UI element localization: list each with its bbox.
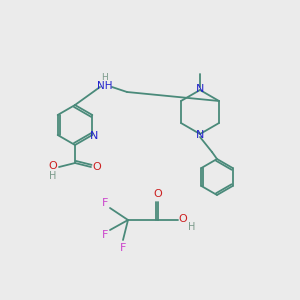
Text: NH: NH [97, 81, 113, 91]
Text: H: H [49, 171, 57, 181]
Text: H: H [100, 74, 107, 82]
Text: N: N [90, 131, 98, 141]
Text: H: H [188, 222, 196, 232]
Text: N: N [196, 130, 204, 140]
Text: N: N [196, 84, 204, 94]
Text: O: O [93, 162, 101, 172]
Text: O: O [49, 161, 57, 171]
Text: O: O [154, 189, 162, 199]
Text: F: F [120, 243, 126, 253]
Text: F: F [102, 230, 108, 240]
Text: O: O [178, 214, 188, 224]
Text: F: F [102, 198, 108, 208]
